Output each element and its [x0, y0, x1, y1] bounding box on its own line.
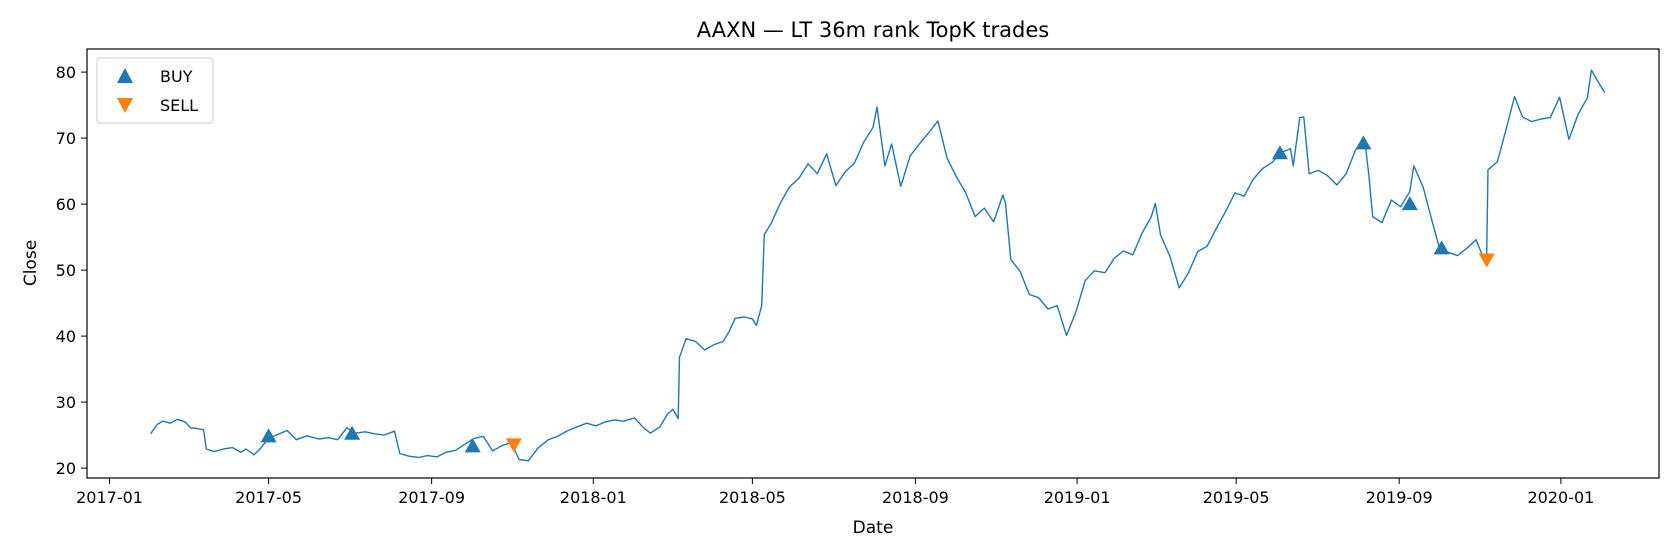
x-axis: 2017-01 2017-05 2017-09 2018-01 2018-05 2018-… [76, 478, 1594, 507]
buy-marker [464, 438, 481, 453]
legend: BUY SELL [96, 57, 214, 124]
plot-frame [86, 48, 1660, 479]
legend-buy-marker [117, 68, 133, 83]
y-tick-label: 80 [56, 63, 76, 82]
x-tick-label: 2020-01 [1527, 488, 1594, 507]
y-axis: 20 30 40 50 60 70 80 [56, 63, 87, 478]
y-tick-label: 30 [56, 393, 76, 412]
x-axis-label: Date [853, 518, 894, 538]
close-price-line [150, 69, 1606, 462]
y-tick-label: 40 [56, 327, 76, 346]
legend-buy-label: BUY [160, 67, 193, 86]
buy-marker [344, 425, 361, 440]
x-tick-label: 2019-01 [1044, 488, 1111, 507]
plot-area [150, 69, 1606, 462]
x-tick-label: 2019-09 [1366, 488, 1433, 507]
buy-marker [260, 428, 277, 443]
x-tick-label: 2017-09 [398, 488, 465, 507]
sell-marker [505, 438, 522, 453]
sell-marker [1478, 253, 1495, 268]
buy-marker [1355, 135, 1372, 150]
y-tick-label: 50 [56, 261, 76, 280]
x-tick-label: 2018-01 [560, 488, 627, 507]
x-tick-label: 2019-05 [1203, 488, 1270, 507]
y-tick-label: 70 [56, 129, 76, 148]
x-tick-label: 2017-05 [235, 488, 302, 507]
chart-title: AAXN — LT 36m rank TopK trades [697, 18, 1049, 42]
x-tick-label: 2018-09 [882, 488, 949, 507]
legend-sell-label: SELL [160, 96, 198, 115]
buy-marker [1271, 145, 1288, 160]
y-tick-label: 60 [56, 195, 76, 214]
x-tick-label: 2017-01 [76, 488, 143, 507]
y-tick-label: 20 [56, 459, 76, 478]
legend-sell-marker [117, 98, 133, 113]
x-tick-label: 2018-05 [719, 488, 786, 507]
buy-marker [1433, 240, 1450, 255]
buy-marker [1401, 196, 1418, 211]
y-axis-label: Close [21, 240, 41, 286]
